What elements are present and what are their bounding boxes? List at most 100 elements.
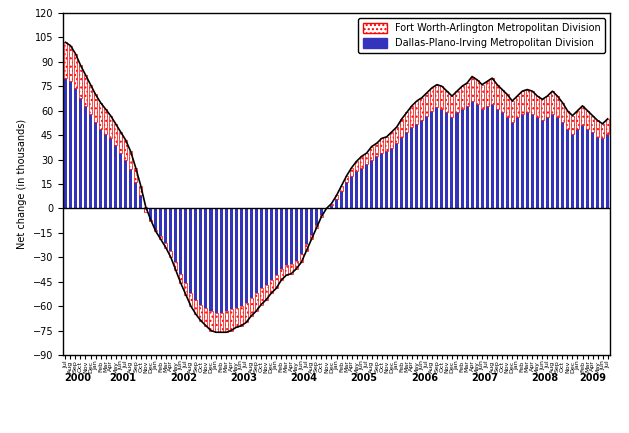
Bar xyxy=(576,111,579,129)
Bar xyxy=(69,45,72,81)
Bar xyxy=(189,208,192,293)
Bar xyxy=(320,215,323,216)
Bar xyxy=(265,285,268,300)
Bar xyxy=(320,208,323,215)
Text: 2003: 2003 xyxy=(230,373,257,383)
Bar xyxy=(601,124,604,139)
Bar xyxy=(270,208,273,280)
Bar xyxy=(144,207,147,212)
Bar xyxy=(315,208,318,225)
Bar xyxy=(124,140,127,160)
Bar xyxy=(470,101,474,208)
Bar xyxy=(315,225,318,228)
Bar xyxy=(245,303,248,323)
Bar xyxy=(486,106,489,208)
Bar xyxy=(99,129,102,208)
Bar xyxy=(114,145,117,208)
Bar xyxy=(209,311,213,331)
Bar xyxy=(501,90,504,112)
Bar xyxy=(74,54,77,88)
Bar xyxy=(154,229,157,231)
Legend: Fort Worth-Arlington Metropolitan Division, Dallas-Plano-Irving Metropolitan Div: Fort Worth-Arlington Metropolitan Divisi… xyxy=(358,18,605,53)
Bar xyxy=(526,112,529,208)
Bar xyxy=(551,114,554,208)
Bar xyxy=(79,98,82,208)
Bar xyxy=(541,99,544,120)
Bar xyxy=(526,90,529,112)
Bar xyxy=(164,208,167,242)
Bar xyxy=(486,81,489,106)
Bar xyxy=(89,114,92,208)
Bar xyxy=(204,308,208,326)
Bar xyxy=(174,208,177,262)
Bar xyxy=(134,168,137,182)
Bar xyxy=(255,293,258,311)
Bar xyxy=(470,77,474,101)
Bar xyxy=(94,122,97,208)
Bar xyxy=(129,152,132,169)
Bar xyxy=(270,280,273,293)
Bar xyxy=(245,208,248,303)
Bar xyxy=(124,160,127,208)
Bar xyxy=(476,104,479,208)
Bar xyxy=(134,182,137,208)
Bar xyxy=(89,85,92,114)
Bar xyxy=(556,117,559,208)
Bar xyxy=(179,208,182,274)
Bar xyxy=(179,274,182,283)
Text: 2002: 2002 xyxy=(170,373,197,383)
Bar xyxy=(285,208,288,265)
Bar xyxy=(566,111,569,129)
Bar xyxy=(420,98,423,120)
Bar xyxy=(305,208,308,244)
Bar xyxy=(536,96,539,117)
Bar xyxy=(119,132,122,153)
Bar xyxy=(496,109,499,208)
Bar xyxy=(355,171,358,208)
Bar xyxy=(415,101,418,124)
Bar xyxy=(109,139,112,208)
Bar xyxy=(591,116,594,132)
Bar xyxy=(230,208,233,310)
Bar xyxy=(360,156,363,168)
Bar xyxy=(571,116,574,133)
Bar xyxy=(154,208,157,229)
Bar xyxy=(360,168,363,208)
Bar xyxy=(390,148,393,208)
Bar xyxy=(506,94,509,117)
Bar xyxy=(64,42,67,78)
Bar xyxy=(596,120,599,137)
Bar xyxy=(435,107,438,208)
Bar xyxy=(365,165,368,208)
Bar xyxy=(365,153,368,165)
Bar xyxy=(521,114,524,208)
Bar xyxy=(250,208,253,298)
Bar xyxy=(220,208,223,313)
Bar xyxy=(240,306,243,326)
Bar xyxy=(184,283,187,295)
Bar xyxy=(591,132,594,208)
Bar xyxy=(596,137,599,208)
Bar xyxy=(385,137,388,152)
Bar xyxy=(99,103,102,129)
Bar xyxy=(551,91,554,114)
Bar xyxy=(581,106,584,126)
Bar xyxy=(199,304,203,321)
Bar xyxy=(506,117,509,208)
Bar xyxy=(69,81,72,208)
Bar xyxy=(94,94,97,122)
Bar xyxy=(280,269,283,280)
Bar xyxy=(204,208,208,308)
Bar xyxy=(280,208,283,269)
Bar xyxy=(400,119,403,137)
Bar xyxy=(481,85,484,109)
Bar xyxy=(109,116,112,139)
Bar xyxy=(455,112,459,208)
Bar xyxy=(405,112,408,132)
Bar xyxy=(169,208,172,251)
Bar xyxy=(445,91,448,112)
Bar xyxy=(184,208,187,283)
Bar xyxy=(159,208,162,236)
Bar xyxy=(420,120,423,208)
Bar xyxy=(450,96,454,117)
